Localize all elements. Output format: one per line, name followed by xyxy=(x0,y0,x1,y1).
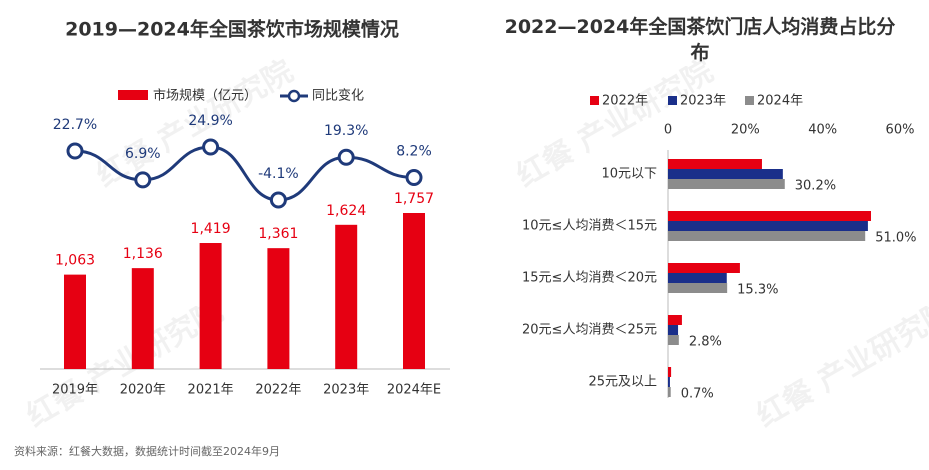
legend-swatch xyxy=(668,96,677,105)
bar xyxy=(668,169,783,179)
legend-marker xyxy=(287,89,301,103)
bar xyxy=(668,231,866,241)
line-value-label: 6.9% xyxy=(125,146,161,162)
x-tick-label: 0 xyxy=(664,123,672,138)
bar-value-label: 0.7% xyxy=(681,387,714,402)
legend-label: 2023年 xyxy=(680,94,726,109)
bar xyxy=(131,268,154,369)
bar xyxy=(199,243,222,369)
x-tick-label: 2024年E xyxy=(387,383,441,398)
line-marker xyxy=(269,191,287,209)
line-value-label: -4.1% xyxy=(258,166,299,182)
x-tick-label: 20% xyxy=(731,123,760,138)
line-marker xyxy=(134,171,152,189)
legend-swatch xyxy=(590,96,599,105)
line-value-label: 22.7% xyxy=(53,117,97,133)
line-value-label: 24.9% xyxy=(188,113,232,129)
watermark: 红餐 产业研究院 xyxy=(21,294,229,435)
watermark: 红餐 产业研究院 xyxy=(751,294,929,435)
bar xyxy=(403,213,425,369)
bar-value-label: 2.8% xyxy=(689,335,722,350)
bar-value-label: 30.2% xyxy=(795,179,836,194)
chart-title: 2022—2024年全国茶饮门店人均消费占比分布 xyxy=(504,16,896,64)
x-tick-label: 2022年 xyxy=(255,383,301,398)
chart-title: 2019—2024年全国茶饮市场规模情况 xyxy=(65,18,399,41)
bar xyxy=(668,335,679,345)
y-tick-label: 25元及以上 xyxy=(588,375,657,390)
y-tick-label: 15元≤人均消费＜20元 xyxy=(522,271,657,286)
line-value-label: 19.3% xyxy=(324,123,368,139)
x-tick-label: 40% xyxy=(808,123,837,138)
bar xyxy=(668,283,728,293)
bar xyxy=(668,179,785,189)
y-tick-label: 10元以下 xyxy=(601,167,657,182)
bar xyxy=(668,263,740,273)
y-tick-label: 20元≤人均消费＜25元 xyxy=(522,323,657,338)
legend-label: 同比变化 xyxy=(312,88,364,104)
bar xyxy=(668,377,670,387)
legend-label: 市场规模（亿元） xyxy=(153,88,257,104)
bar-value-label: 1,063 xyxy=(55,253,95,269)
bar xyxy=(668,159,762,169)
bar-value-label: 1,624 xyxy=(326,203,366,219)
bar xyxy=(668,315,682,325)
line-marker xyxy=(66,142,84,160)
x-tick-label: 60% xyxy=(886,123,915,138)
bar xyxy=(668,211,871,221)
bar xyxy=(64,274,86,369)
legend-swatch xyxy=(745,96,754,105)
bar-value-label: 51.0% xyxy=(875,231,916,246)
bar xyxy=(335,224,358,369)
bar xyxy=(267,248,290,369)
source-note: 资料来源：红餐大数据，数据统计时间截至2024年9月 xyxy=(14,444,280,458)
line-value-label: 8.2% xyxy=(396,144,432,160)
bar xyxy=(668,367,672,377)
line-marker xyxy=(337,148,355,166)
bar-value-label: 15.3% xyxy=(737,283,778,298)
legend-label: 2024年 xyxy=(757,94,803,109)
bar-value-label: 1,757 xyxy=(394,191,434,207)
x-tick-label: 2019年 xyxy=(52,383,98,398)
x-tick-label: 2023年 xyxy=(323,383,369,398)
bar xyxy=(668,387,671,397)
bar xyxy=(668,221,868,231)
line-marker xyxy=(202,138,220,156)
bar xyxy=(668,273,727,283)
y-tick-label: 10元≤人均消费＜15元 xyxy=(522,219,657,234)
bar xyxy=(668,325,679,335)
legend-swatch xyxy=(118,90,148,100)
bar-value-label: 1,419 xyxy=(191,221,231,237)
line-marker xyxy=(405,169,423,187)
x-tick-label: 2021年 xyxy=(188,383,234,398)
bar-value-label: 1,361 xyxy=(258,226,298,242)
bar-value-label: 1,136 xyxy=(123,246,163,262)
x-tick-label: 2020年 xyxy=(120,383,166,398)
legend-label: 2022年 xyxy=(602,94,648,109)
